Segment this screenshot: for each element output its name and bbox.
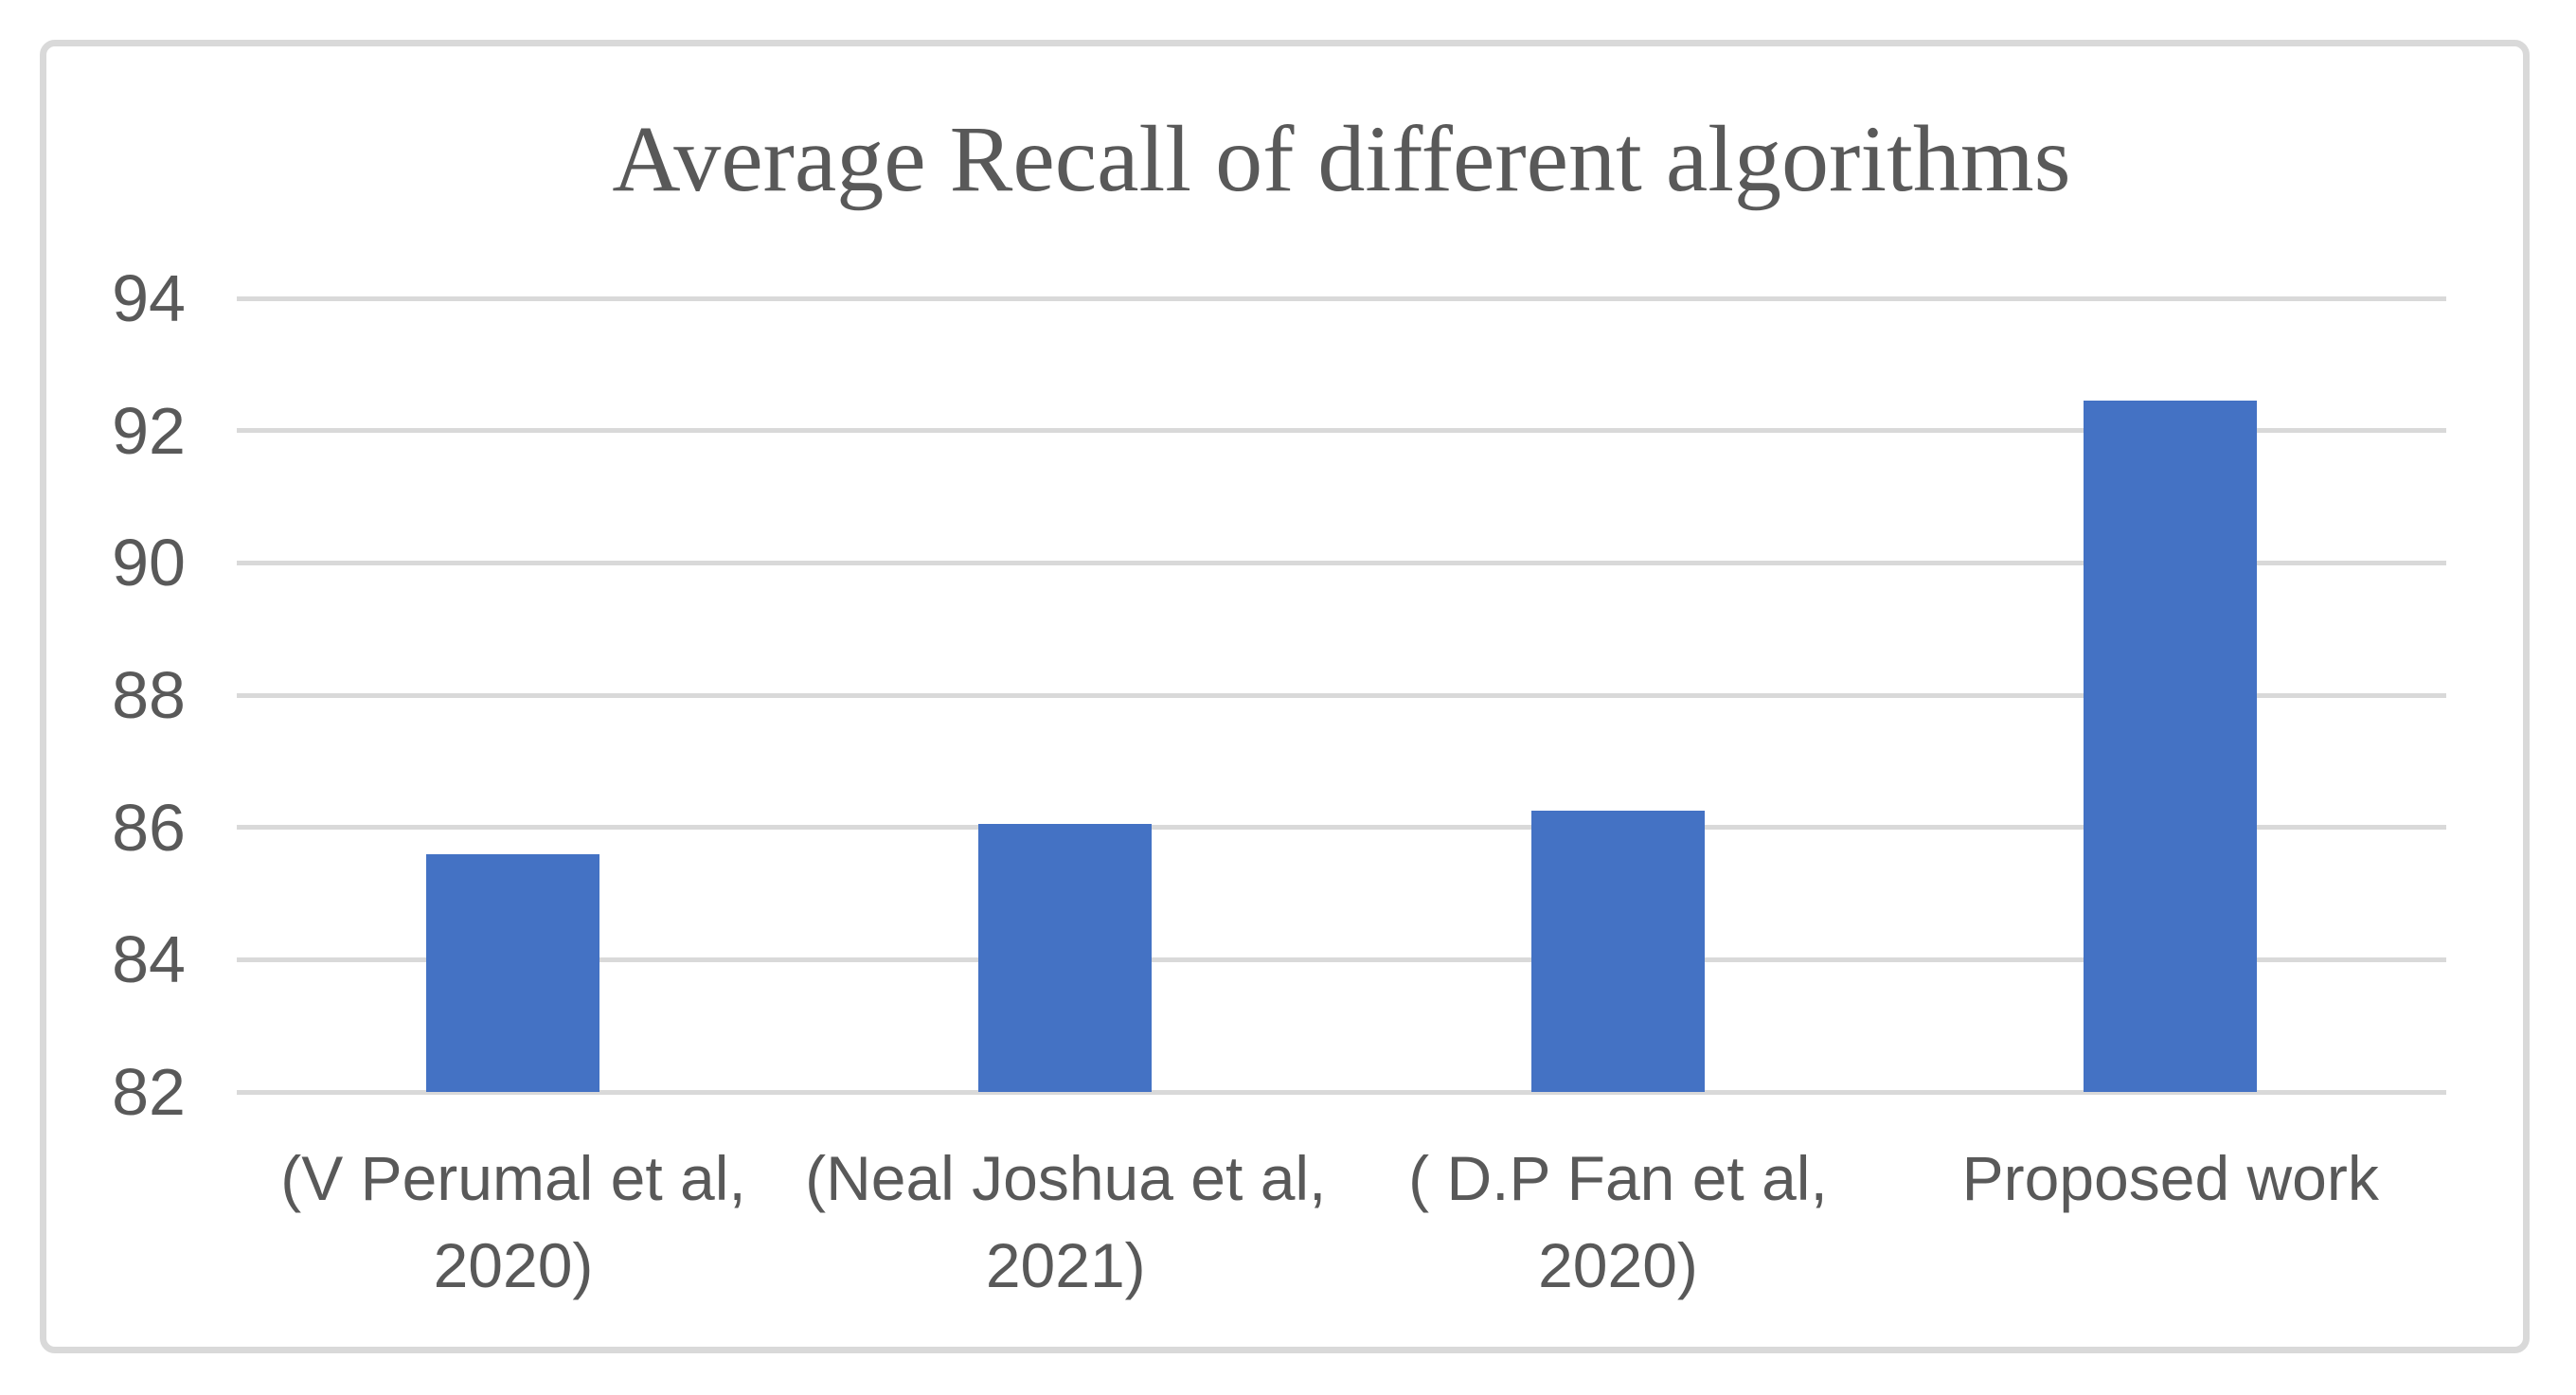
y-tick-label-86: 86 — [112, 790, 186, 865]
y-tick-label-94: 94 — [112, 261, 186, 335]
x-category-label-line: 2021) — [985, 1230, 1146, 1300]
x-category-label-line: 2020) — [433, 1230, 594, 1300]
bar-1 — [426, 853, 600, 1092]
x-category-label-line: Proposed work — [1961, 1143, 2379, 1213]
x-category-label-4: Proposed work — [1894, 1135, 2447, 1222]
gridline-92 — [237, 428, 2446, 434]
bar-2 — [978, 824, 1153, 1092]
x-category-label-line: ( D.P Fan et al, — [1408, 1143, 1828, 1213]
gridline-82 — [237, 1089, 2446, 1095]
y-tick-label-84: 84 — [112, 922, 186, 997]
y-tick-label-92: 92 — [112, 393, 186, 468]
gridline-84 — [237, 957, 2446, 962]
chart-title: Average Recall of different algorithms — [612, 106, 2071, 211]
x-category-label-line: 2020) — [1538, 1230, 1698, 1300]
x-category-label-2: (Neal Joshua et al, 2021) — [789, 1135, 1342, 1309]
x-category-label-line: (V Perumal et al, — [280, 1143, 746, 1213]
gridline-90 — [237, 560, 2446, 565]
gridline-94 — [237, 295, 2446, 301]
gridline-86 — [237, 825, 2446, 831]
bar-3 — [1530, 811, 1705, 1092]
x-category-label-line: (Neal Joshua et al, — [805, 1143, 1327, 1213]
x-category-label-3: ( D.P Fan et al, 2020) — [1342, 1135, 1895, 1309]
plot-area — [237, 295, 2446, 1095]
y-tick-label-90: 90 — [112, 526, 186, 600]
gridline-88 — [237, 692, 2446, 698]
y-tick-label-88: 88 — [112, 658, 186, 732]
x-category-label-1: (V Perumal et al, 2020) — [237, 1135, 790, 1309]
chart-border-frame — [40, 40, 2530, 1353]
y-tick-label-82: 82 — [112, 1055, 186, 1129]
bar-4 — [2083, 401, 2257, 1092]
